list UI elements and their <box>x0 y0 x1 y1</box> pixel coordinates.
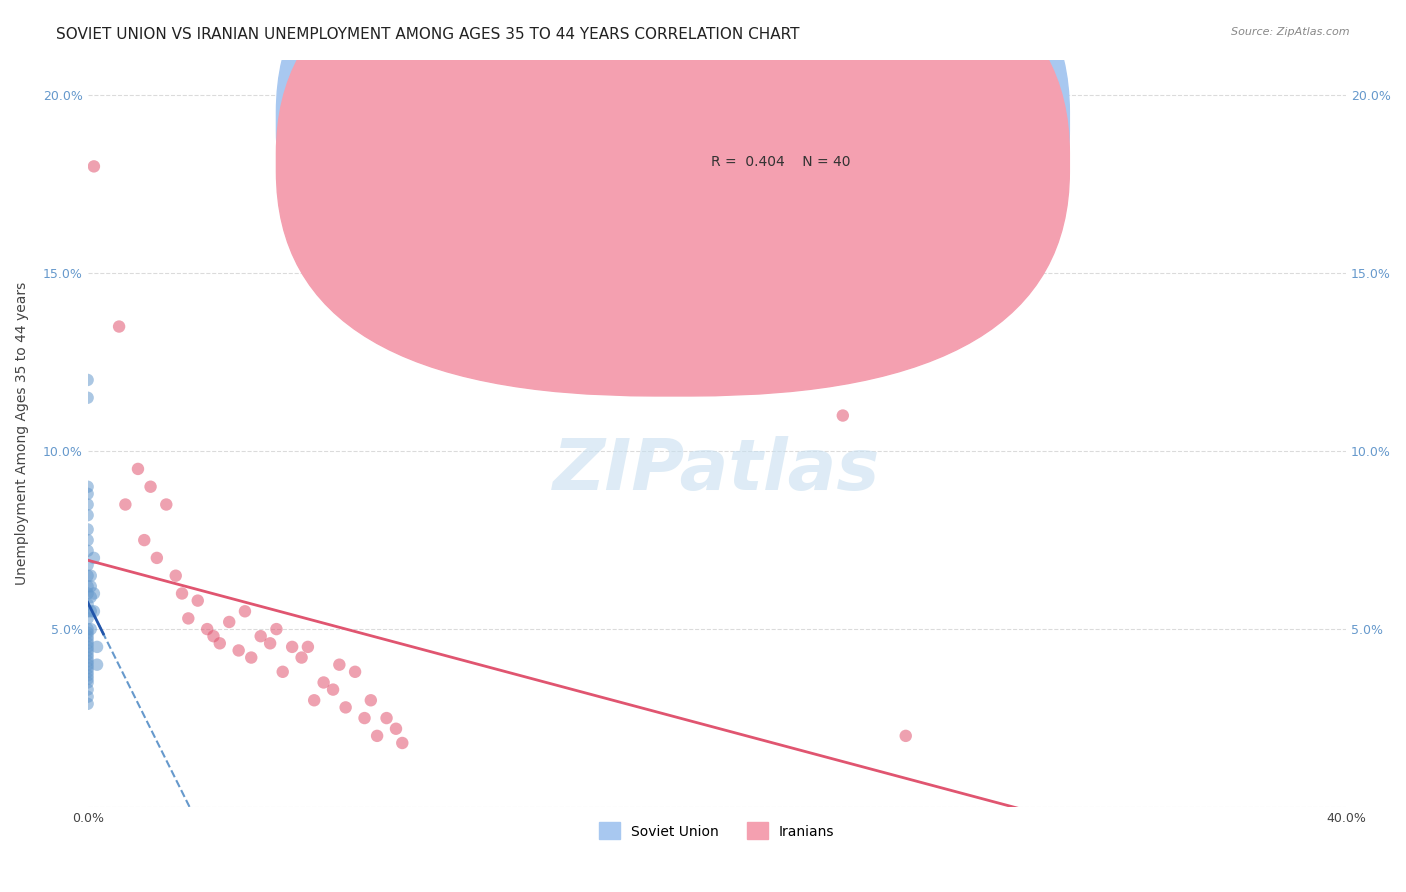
Point <box>76 668 98 682</box>
Y-axis label: Unemployment Among Ages 35 to 44 years: Unemployment Among Ages 35 to 44 years <box>15 282 30 585</box>
Point <box>233 604 256 618</box>
Point <box>76 533 98 548</box>
Point <box>76 654 98 668</box>
Point <box>134 533 156 548</box>
Point <box>259 636 281 650</box>
Point <box>127 462 149 476</box>
Point <box>76 373 98 387</box>
Point <box>155 498 177 512</box>
Point <box>187 593 209 607</box>
Point <box>366 729 388 743</box>
Point <box>76 480 98 494</box>
Point <box>86 640 108 654</box>
Point <box>80 590 103 604</box>
Point <box>80 568 103 582</box>
Point <box>271 665 294 679</box>
Point <box>360 693 382 707</box>
Point <box>76 604 98 618</box>
Point <box>76 625 98 640</box>
Point <box>385 722 408 736</box>
Point <box>76 611 98 625</box>
Point <box>208 636 231 650</box>
Point <box>76 543 98 558</box>
Point <box>76 508 98 523</box>
Point <box>76 682 98 697</box>
Point <box>322 682 344 697</box>
Point <box>76 690 98 704</box>
Point <box>177 611 200 625</box>
Point <box>76 487 98 501</box>
Point <box>281 640 304 654</box>
Point <box>76 597 98 611</box>
FancyBboxPatch shape <box>277 0 1070 355</box>
Point <box>240 650 263 665</box>
Point <box>83 604 105 618</box>
Point <box>302 693 325 707</box>
Point <box>76 636 98 650</box>
Point <box>391 736 413 750</box>
Point <box>83 550 105 565</box>
Point <box>76 632 98 647</box>
Point <box>76 558 98 572</box>
Point <box>76 498 98 512</box>
Point <box>165 568 187 582</box>
Point <box>108 319 131 334</box>
Point <box>83 586 105 600</box>
Point <box>218 615 240 629</box>
Point <box>76 622 98 636</box>
Point <box>297 640 319 654</box>
Point <box>80 579 103 593</box>
Text: R =  0.215    N = 45: R = 0.215 N = 45 <box>710 114 851 128</box>
Point <box>139 480 162 494</box>
Point <box>76 665 98 679</box>
Point <box>375 711 398 725</box>
Point <box>76 629 98 643</box>
Point <box>76 650 98 665</box>
Text: R =  0.404    N = 40: R = 0.404 N = 40 <box>710 155 851 169</box>
Point <box>335 700 357 714</box>
Point <box>76 672 98 686</box>
Text: Source: ZipAtlas.com: Source: ZipAtlas.com <box>1232 27 1350 37</box>
Point <box>831 409 853 423</box>
Point <box>83 160 105 174</box>
Point <box>344 665 367 679</box>
FancyBboxPatch shape <box>277 0 1070 396</box>
Point <box>76 657 98 672</box>
Point <box>76 675 98 690</box>
Point <box>328 657 350 672</box>
Point <box>76 586 98 600</box>
Point <box>80 622 103 636</box>
Point <box>76 579 98 593</box>
Point <box>291 650 314 665</box>
Point <box>114 498 136 512</box>
Point <box>353 711 375 725</box>
Point <box>76 640 98 654</box>
FancyBboxPatch shape <box>628 89 969 202</box>
Point <box>146 550 169 565</box>
Point <box>76 647 98 661</box>
Point <box>894 729 917 743</box>
Text: SOVIET UNION VS IRANIAN UNEMPLOYMENT AMONG AGES 35 TO 44 YEARS CORRELATION CHART: SOVIET UNION VS IRANIAN UNEMPLOYMENT AMO… <box>56 27 800 42</box>
Legend: Soviet Union, Iranians: Soviet Union, Iranians <box>593 817 839 845</box>
Point <box>228 643 250 657</box>
Point <box>76 643 98 657</box>
Point <box>266 622 288 636</box>
Point <box>195 622 218 636</box>
Point <box>76 568 98 582</box>
Point <box>76 697 98 711</box>
Point <box>249 629 271 643</box>
Point <box>170 586 193 600</box>
Point <box>312 675 335 690</box>
Text: ZIPatlas: ZIPatlas <box>553 436 880 505</box>
Point <box>76 661 98 675</box>
Point <box>76 391 98 405</box>
Point <box>202 629 225 643</box>
Point <box>80 604 103 618</box>
Point <box>76 523 98 537</box>
Point <box>86 657 108 672</box>
